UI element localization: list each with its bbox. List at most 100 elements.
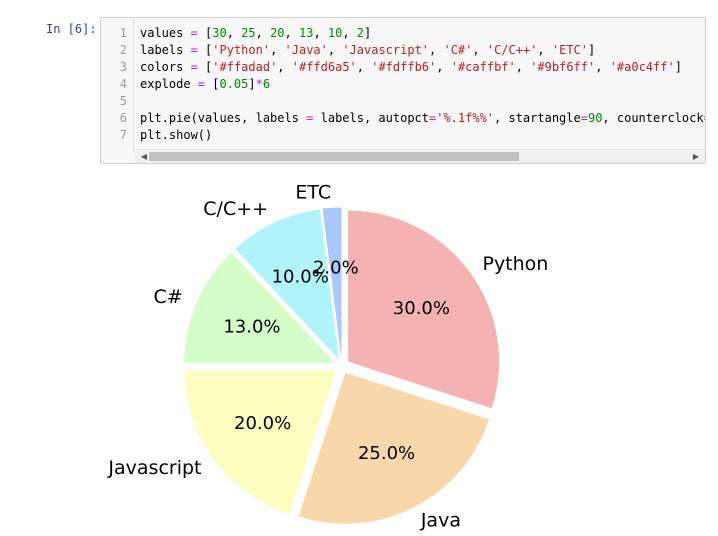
code-token: =	[580, 111, 588, 125]
code-token: '#a0c4ff'	[609, 60, 675, 74]
code-line[interactable]: 6 plt.pie(values, labels = labels, autopc…	[101, 110, 705, 127]
code-token: ,	[472, 43, 487, 57]
code-text: colors = ['#ffadad', '#ffd6a5', '#fdffb6…	[140, 59, 682, 76]
code-editor[interactable]: 1 values = [30, 25, 20, 13, 10, 2] 2 labels…	[101, 25, 705, 144]
horizontal-scrollbar[interactable]: ◀ ▶	[135, 149, 705, 163]
code-token: '%.1f%%'	[436, 111, 495, 125]
code-token: 10	[327, 26, 343, 40]
code-token: [	[197, 60, 213, 74]
code-token: ,	[537, 43, 552, 57]
code-text: values = [30, 25, 20, 13, 10, 2]	[140, 25, 371, 42]
code-token: =	[197, 77, 206, 91]
code-token: ,	[255, 26, 271, 40]
code-text: labels = ['Python', 'Java', 'Javascript'…	[140, 42, 595, 59]
code-line[interactable]: 1 values = [30, 25, 20, 13, 10, 2]	[101, 25, 705, 42]
code-token: values	[140, 26, 191, 40]
code-token: 'C#'	[443, 43, 473, 57]
code-token: colors	[140, 60, 191, 74]
code-token: 13	[298, 26, 314, 40]
code-token: , startangle	[494, 111, 581, 125]
code-token: ,	[327, 43, 343, 57]
cell-prompt: In [6]:	[46, 22, 97, 36]
scroll-left-icon[interactable]: ◀	[140, 152, 148, 161]
line-number: 1	[119, 26, 127, 40]
code-line[interactable]: 4 explode = [0.05]*6	[101, 76, 705, 93]
code-token: '#9bf6ff'	[530, 60, 596, 74]
code-token: ]	[364, 26, 372, 40]
code-text: plt.show()	[140, 127, 212, 144]
pie-percent-label: 10.0%	[272, 267, 329, 288]
code-text: plt.pie(values, labels = labels, autopct…	[140, 110, 705, 127]
line-number: 6	[119, 111, 127, 125]
code-token: 'Javascript'	[342, 43, 430, 57]
code-token: ,	[226, 26, 242, 40]
code-token: ,	[595, 60, 610, 74]
code-token: 0.05	[219, 77, 249, 91]
pie-percent-label: 30.0%	[393, 298, 450, 319]
code-token: 'Python'	[212, 43, 271, 57]
pie-category-label: ETC	[295, 182, 331, 204]
code-token: '#caffbf'	[450, 60, 516, 74]
code-token: , counterclock	[602, 111, 704, 125]
pie-wedge-c-c	[235, 209, 339, 360]
code-token: ,	[436, 60, 451, 74]
code-token: =	[704, 111, 705, 125]
code-token: explode	[140, 77, 198, 91]
pie-wedge-c	[184, 252, 336, 364]
line-number: 3	[119, 60, 127, 74]
code-token: 2	[356, 26, 365, 40]
pie-wedge-etc	[322, 207, 342, 359]
code-token: ,	[313, 26, 328, 40]
code-line[interactable]: 5	[101, 93, 705, 110]
code-text: explode = [0.05]*6	[140, 76, 270, 93]
pie-category-label: C/C++	[203, 198, 268, 220]
code-token: =	[306, 111, 314, 125]
line-number: 7	[119, 128, 127, 142]
pie-category-label: Java	[420, 510, 461, 532]
pie-percent-label: 25.0%	[358, 443, 415, 464]
pie-wedge-python	[348, 210, 500, 409]
pie-percent-label: 13.0%	[223, 317, 280, 338]
code-line[interactable]: 7 plt.show()	[101, 127, 705, 144]
code-token: 'ETC'	[551, 43, 588, 57]
code-token: ,	[429, 43, 444, 57]
code-token: 20	[270, 26, 285, 40]
code-token: ,	[284, 26, 299, 40]
line-number: 2	[119, 43, 127, 57]
code-token: [	[205, 77, 220, 91]
code-token: ,	[270, 43, 285, 57]
pie-percent-label: 20.0%	[234, 413, 291, 434]
code-token: =	[190, 26, 198, 40]
code-token: ]	[588, 43, 596, 57]
code-token: 6	[262, 77, 271, 91]
code-token: 'C/C++'	[486, 43, 538, 57]
code-token: 'Java'	[284, 43, 328, 57]
code-token: =	[190, 43, 198, 57]
code-token: plt.pie(values, labels	[140, 111, 307, 125]
code-token: '#ffadad'	[212, 60, 278, 74]
pie-wedge-javascript	[184, 370, 336, 515]
pie-wedge-java	[298, 372, 490, 524]
scroll-right-icon[interactable]: ▶	[692, 152, 700, 161]
code-token: =	[429, 111, 437, 125]
code-cell[interactable]: 1 values = [30, 25, 20, 13, 10, 2] 2 labels…	[100, 17, 706, 164]
code-line[interactable]: 3 colors = ['#ffadad', '#ffd6a5', '#fdffb…	[101, 59, 705, 76]
code-line[interactable]: 2 labels = ['Python', 'Java', 'Javascript…	[101, 42, 705, 59]
code-token: [	[197, 26, 213, 40]
code-token: labels	[140, 43, 191, 57]
line-number-gutter	[101, 18, 134, 152]
code-token: ,	[277, 60, 292, 74]
code-token: plt.show()	[140, 128, 213, 142]
code-token: ,	[342, 26, 357, 40]
pie-category-label: Javascript	[107, 457, 201, 479]
code-token: ]	[674, 60, 682, 74]
code-token: 90	[587, 111, 603, 125]
code-token: *	[255, 77, 263, 91]
pie-percent-label: 2.0%	[313, 258, 359, 279]
line-number: 4	[119, 77, 127, 91]
code-token: 25	[241, 26, 256, 40]
scrollbar-thumb[interactable]	[149, 152, 519, 161]
pie-category-label: Python	[482, 253, 548, 275]
code-token: =	[190, 60, 198, 74]
